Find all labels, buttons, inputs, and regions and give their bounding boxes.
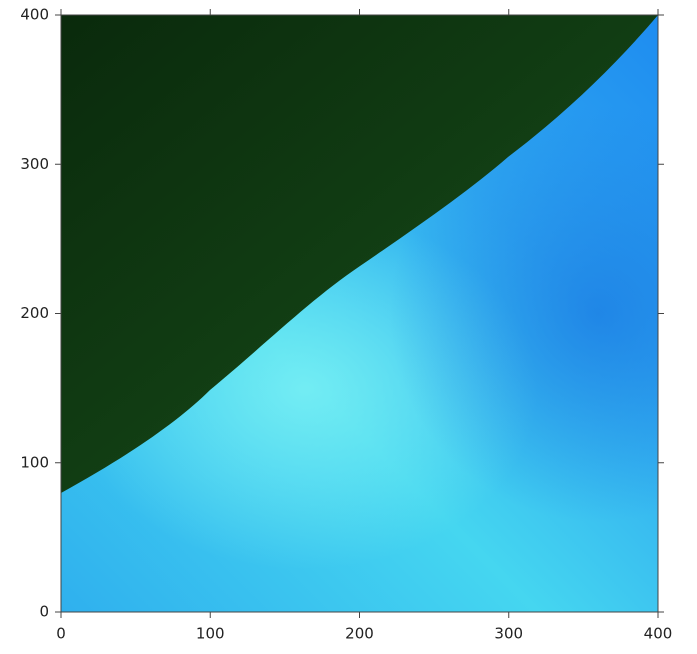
y-tick-label: 400 <box>20 6 49 24</box>
y-tick-label: 0 <box>39 603 49 621</box>
solar-image <box>61 15 658 612</box>
x-tick-label: 200 <box>345 625 374 643</box>
x-tick-label: 400 <box>644 625 673 643</box>
x-tick-label: 100 <box>196 625 225 643</box>
y-tick-label: 200 <box>20 304 49 322</box>
x-tick-label: 300 <box>494 625 523 643</box>
y-tick-label: 300 <box>20 155 49 173</box>
y-tick-label: 100 <box>20 453 49 471</box>
x-tick-label: 0 <box>56 625 66 643</box>
